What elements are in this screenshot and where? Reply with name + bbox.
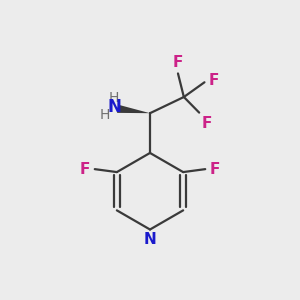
Text: F: F: [210, 162, 220, 177]
Text: F: F: [80, 162, 90, 177]
Text: N: N: [144, 232, 156, 247]
Text: F: F: [209, 73, 219, 88]
Text: F: F: [173, 56, 183, 70]
Text: H: H: [100, 108, 110, 122]
Text: H: H: [109, 92, 119, 106]
Polygon shape: [117, 105, 150, 113]
Text: N: N: [107, 98, 121, 116]
Text: F: F: [202, 116, 212, 131]
